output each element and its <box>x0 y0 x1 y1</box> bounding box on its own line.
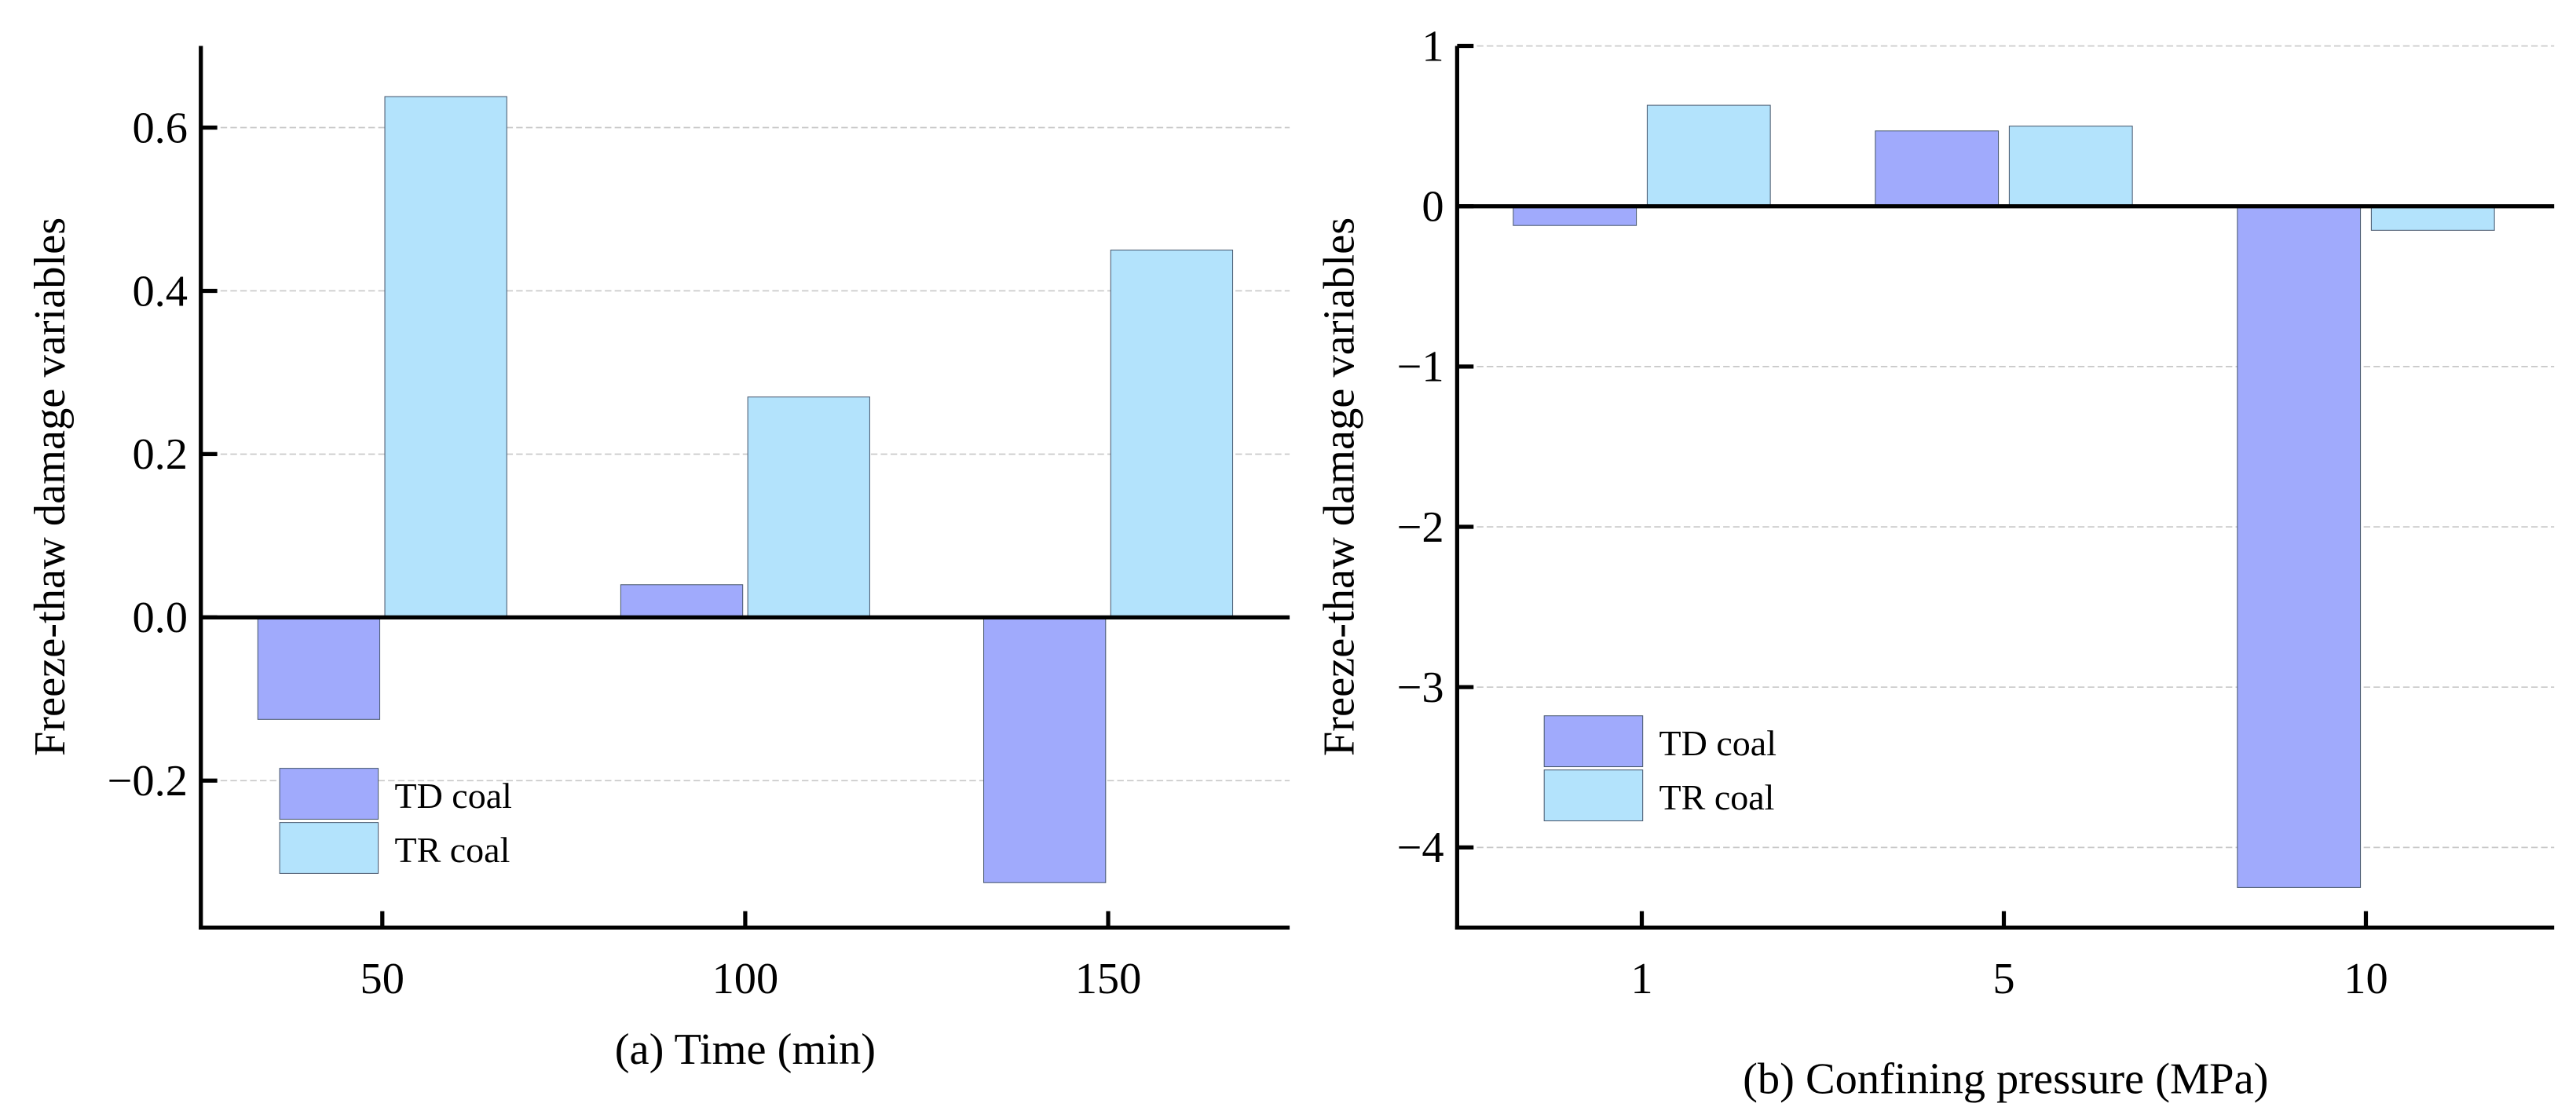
bar-tr-coal-5 <box>2008 126 2133 207</box>
y-tick-label: 1 <box>1422 22 1444 71</box>
bar-td-coal-150 <box>983 616 1107 883</box>
legend-label: TR coal <box>394 830 510 870</box>
x-tick-label: 100 <box>712 955 779 1003</box>
y-tick-label: −3 <box>1397 663 1444 712</box>
bar-td-coal-50 <box>257 616 381 720</box>
bar-tr-coal-100 <box>747 396 870 618</box>
y-tick-label: 0.4 <box>132 267 188 316</box>
y-axis-title: Freeze-thaw damage variables <box>1315 217 1364 756</box>
y-tick-label: 0 <box>1422 183 1444 232</box>
chart-panel-a: −0.2 0.0 0.2 0.4 0.6 50 100 150 (a) Time (min) Fr… <box>26 46 1290 1074</box>
y-axis-title: Freeze-thaw damage variables <box>26 217 75 756</box>
legend-swatch <box>1543 769 1644 822</box>
y-tick-label: 0.6 <box>132 104 188 152</box>
bar-td-coal-1 <box>1513 206 1637 226</box>
bar-tr-coal-10 <box>2370 206 2495 231</box>
y-tick-label: −1 <box>1397 343 1444 392</box>
bar-tr-coal-150 <box>1110 249 1234 618</box>
y-tick-label: 0.2 <box>132 430 188 479</box>
legend-label: TD coal <box>1659 723 1776 763</box>
legend: TD coal TR coal <box>279 768 512 874</box>
bar-td-coal-10 <box>2237 206 2362 888</box>
legend-swatch <box>279 822 379 874</box>
legend-label: TR coal <box>1659 777 1775 817</box>
x-tick-label: 150 <box>1075 955 1142 1003</box>
x-tick-label: 1 <box>1630 955 1652 1003</box>
y-tick-label: 0.0 <box>132 594 188 642</box>
x-axis-title: (a) Time (min) <box>615 1025 876 1074</box>
x-axis-title: (b) Confining pressure (MPa) <box>1743 1055 2268 1104</box>
y-tick-label: −0.2 <box>108 757 188 806</box>
x-tick-label: 50 <box>360 955 404 1003</box>
bar-td-coal-5 <box>1875 130 2000 207</box>
bar-tr-coal-1 <box>1646 104 1771 207</box>
legend-swatch <box>1543 715 1644 768</box>
chart-panel-b: −4 −3 −2 −1 0 1 1 5 10 (b) Confining pressure (MP… <box>1315 22 2555 1104</box>
y-tick-label: −2 <box>1397 503 1444 552</box>
bar-td-coal-100 <box>620 584 744 618</box>
legend-swatch <box>279 768 379 820</box>
bar-tr-coal-50 <box>384 96 507 618</box>
legend-label: TD coal <box>394 776 511 816</box>
y-tick-label: −4 <box>1397 824 1444 872</box>
x-tick-label: 10 <box>2344 955 2388 1003</box>
legend: TD coal TR coal <box>1543 715 1776 822</box>
x-tick-label: 5 <box>1992 955 2014 1003</box>
